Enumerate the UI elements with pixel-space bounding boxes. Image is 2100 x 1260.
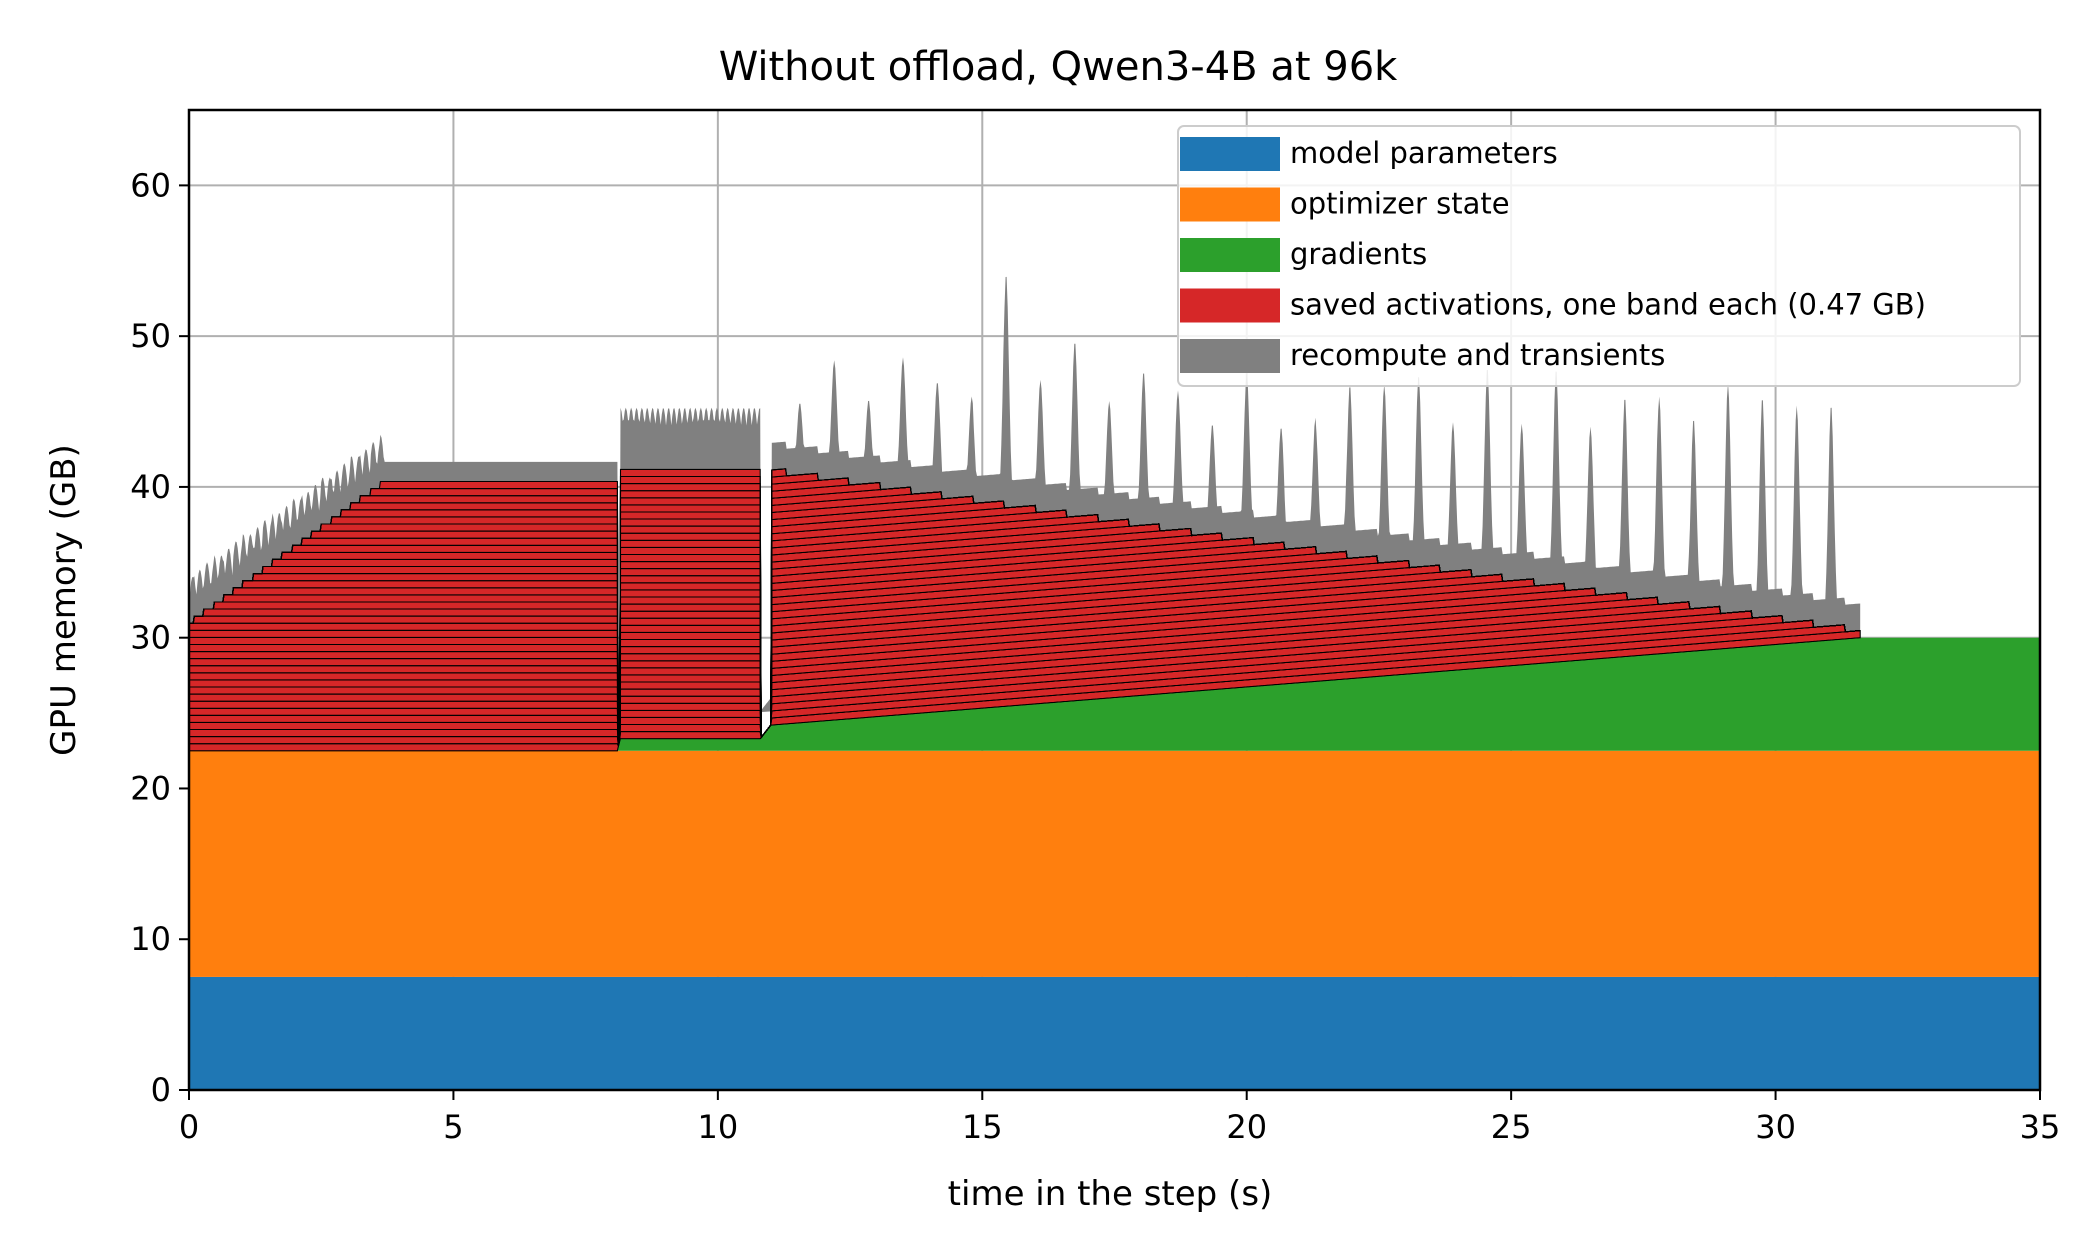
y-tick-label: 20 bbox=[130, 769, 171, 807]
x-tick-label: 30 bbox=[1755, 1108, 1796, 1146]
plot-frame bbox=[187, 108, 2042, 1092]
legend-swatch bbox=[1180, 137, 1280, 171]
y-tick-label: 40 bbox=[130, 468, 171, 506]
x-tick-label: 35 bbox=[2020, 1108, 2061, 1146]
y-tick-label: 50 bbox=[130, 317, 171, 355]
legend-swatch bbox=[1180, 339, 1280, 373]
model-parameters-area bbox=[189, 976, 2040, 1090]
x-tick-label: 5 bbox=[443, 1108, 463, 1146]
plot-areas bbox=[188, 276, 2040, 1090]
optimizer-state-area bbox=[189, 750, 2040, 977]
x-axis-label: time in the step (s) bbox=[948, 1174, 1273, 1214]
x-tick-label: 25 bbox=[1491, 1108, 1532, 1146]
y-tick-label: 30 bbox=[130, 619, 171, 657]
legend: model parameters optimizer state gradients… bbox=[1177, 125, 2021, 387]
y-tick-label: 10 bbox=[130, 920, 171, 958]
y-tick-label: 0 bbox=[151, 1071, 171, 1109]
axis-ticks: 0 5 10 15 20 25 30 35 0 10 20 30 40 50 60 bbox=[130, 166, 2060, 1146]
y-tick-label: 60 bbox=[130, 166, 171, 204]
legend-entry: recompute and transients bbox=[1290, 338, 1665, 372]
legend-entry: optimizer state bbox=[1290, 187, 1510, 221]
legend-swatch bbox=[1180, 187, 1280, 222]
x-tick-label: 0 bbox=[179, 1108, 199, 1146]
y-axis-label: GPU memory (GB) bbox=[44, 444, 84, 756]
legend-entry: model parameters bbox=[1290, 136, 1558, 170]
legend-swatch bbox=[1180, 238, 1280, 272]
chart-title: Without offload, Qwen3-4B at 96k bbox=[719, 44, 1398, 90]
legend-frame bbox=[1177, 125, 2021, 387]
x-tick-label: 20 bbox=[1226, 1108, 1267, 1146]
legend-entry: saved activations, one band each (0.47 G… bbox=[1290, 288, 1926, 322]
gradients-area bbox=[189, 637, 2040, 751]
x-tick-label: 15 bbox=[962, 1108, 1003, 1146]
legend-entry: gradients bbox=[1290, 237, 1427, 271]
activation-band bbox=[189, 468, 1861, 747]
x-tick-label: 10 bbox=[697, 1108, 738, 1146]
legend-swatch bbox=[1180, 288, 1280, 323]
